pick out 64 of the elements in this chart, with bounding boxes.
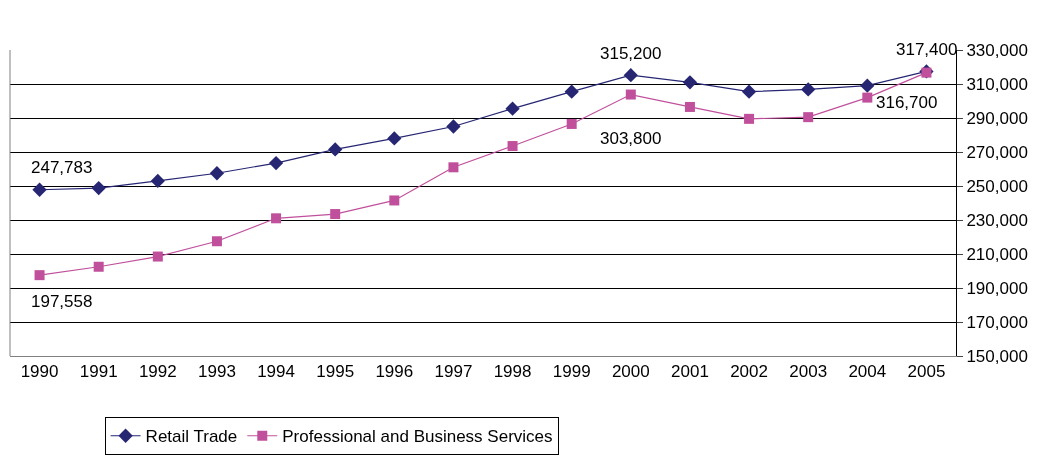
x-tick-label: 1998 [493, 362, 532, 382]
legend-label: Professional and Business Services [282, 427, 553, 447]
point [209, 166, 225, 181]
x-tick-label: 1996 [375, 362, 414, 382]
y-tick-label: 210,000 [966, 244, 1028, 264]
point [91, 180, 106, 196]
x-tick-label: 1992 [138, 362, 177, 382]
x-tick-label: 2000 [611, 362, 650, 382]
point [566, 118, 577, 129]
y-tick-label: 270,000 [966, 142, 1028, 162]
y-tick-label: 150,000 [966, 346, 1028, 366]
point [268, 155, 284, 171]
data-label: 317,400 [896, 40, 958, 59]
point [803, 112, 814, 123]
point [744, 113, 755, 124]
y-tick-label: 250,000 [966, 176, 1028, 196]
x-tick-label: 1991 [79, 362, 118, 382]
point [150, 173, 165, 189]
point [505, 101, 520, 116]
point [330, 209, 341, 220]
data-label: 315,200 [600, 44, 662, 63]
data-label: 316,700 [876, 93, 938, 112]
point [34, 270, 45, 281]
data-label: 247,783 [31, 158, 93, 177]
point [623, 68, 638, 83]
point [801, 82, 816, 97]
x-tick-label: 2004 [848, 362, 887, 382]
legend-label: Retail Trade [145, 427, 238, 447]
x-tick-label: 1997 [434, 362, 473, 382]
point [625, 89, 636, 100]
point [211, 236, 222, 247]
point [860, 78, 875, 93]
x-tick-label: 2001 [671, 362, 709, 382]
point [32, 182, 47, 197]
x-tick-label: 2002 [730, 362, 768, 382]
point [741, 84, 757, 99]
point [507, 141, 518, 152]
x-tick-label: 2003 [789, 362, 828, 382]
y-tick-label: 190,000 [966, 278, 1028, 298]
point [682, 75, 698, 90]
point [271, 213, 282, 224]
point [684, 101, 695, 112]
data-label: 303,800 [600, 129, 662, 148]
data-label: 197,558 [31, 292, 93, 311]
point [387, 131, 402, 146]
x-tick-label: 1993 [198, 362, 236, 382]
point [448, 162, 459, 173]
x-tick-label: 2005 [907, 362, 946, 382]
point [446, 119, 461, 134]
point [328, 142, 343, 157]
y-tick-label: 170,000 [966, 312, 1028, 332]
point [862, 92, 873, 103]
x-tick-label: 1994 [257, 362, 295, 382]
x-tick-label: 1999 [552, 362, 591, 382]
y-tick-label: 310,000 [966, 74, 1028, 94]
point [564, 84, 579, 99]
x-tick-label: 1995 [316, 362, 355, 382]
point [389, 195, 400, 206]
x-tick-label: 1990 [20, 362, 59, 382]
point [152, 251, 163, 262]
y-tick-label: 230,000 [966, 210, 1028, 230]
point [93, 261, 104, 272]
y-tick-label: 290,000 [966, 108, 1028, 128]
y-tick-label: 330,000 [966, 40, 1028, 60]
